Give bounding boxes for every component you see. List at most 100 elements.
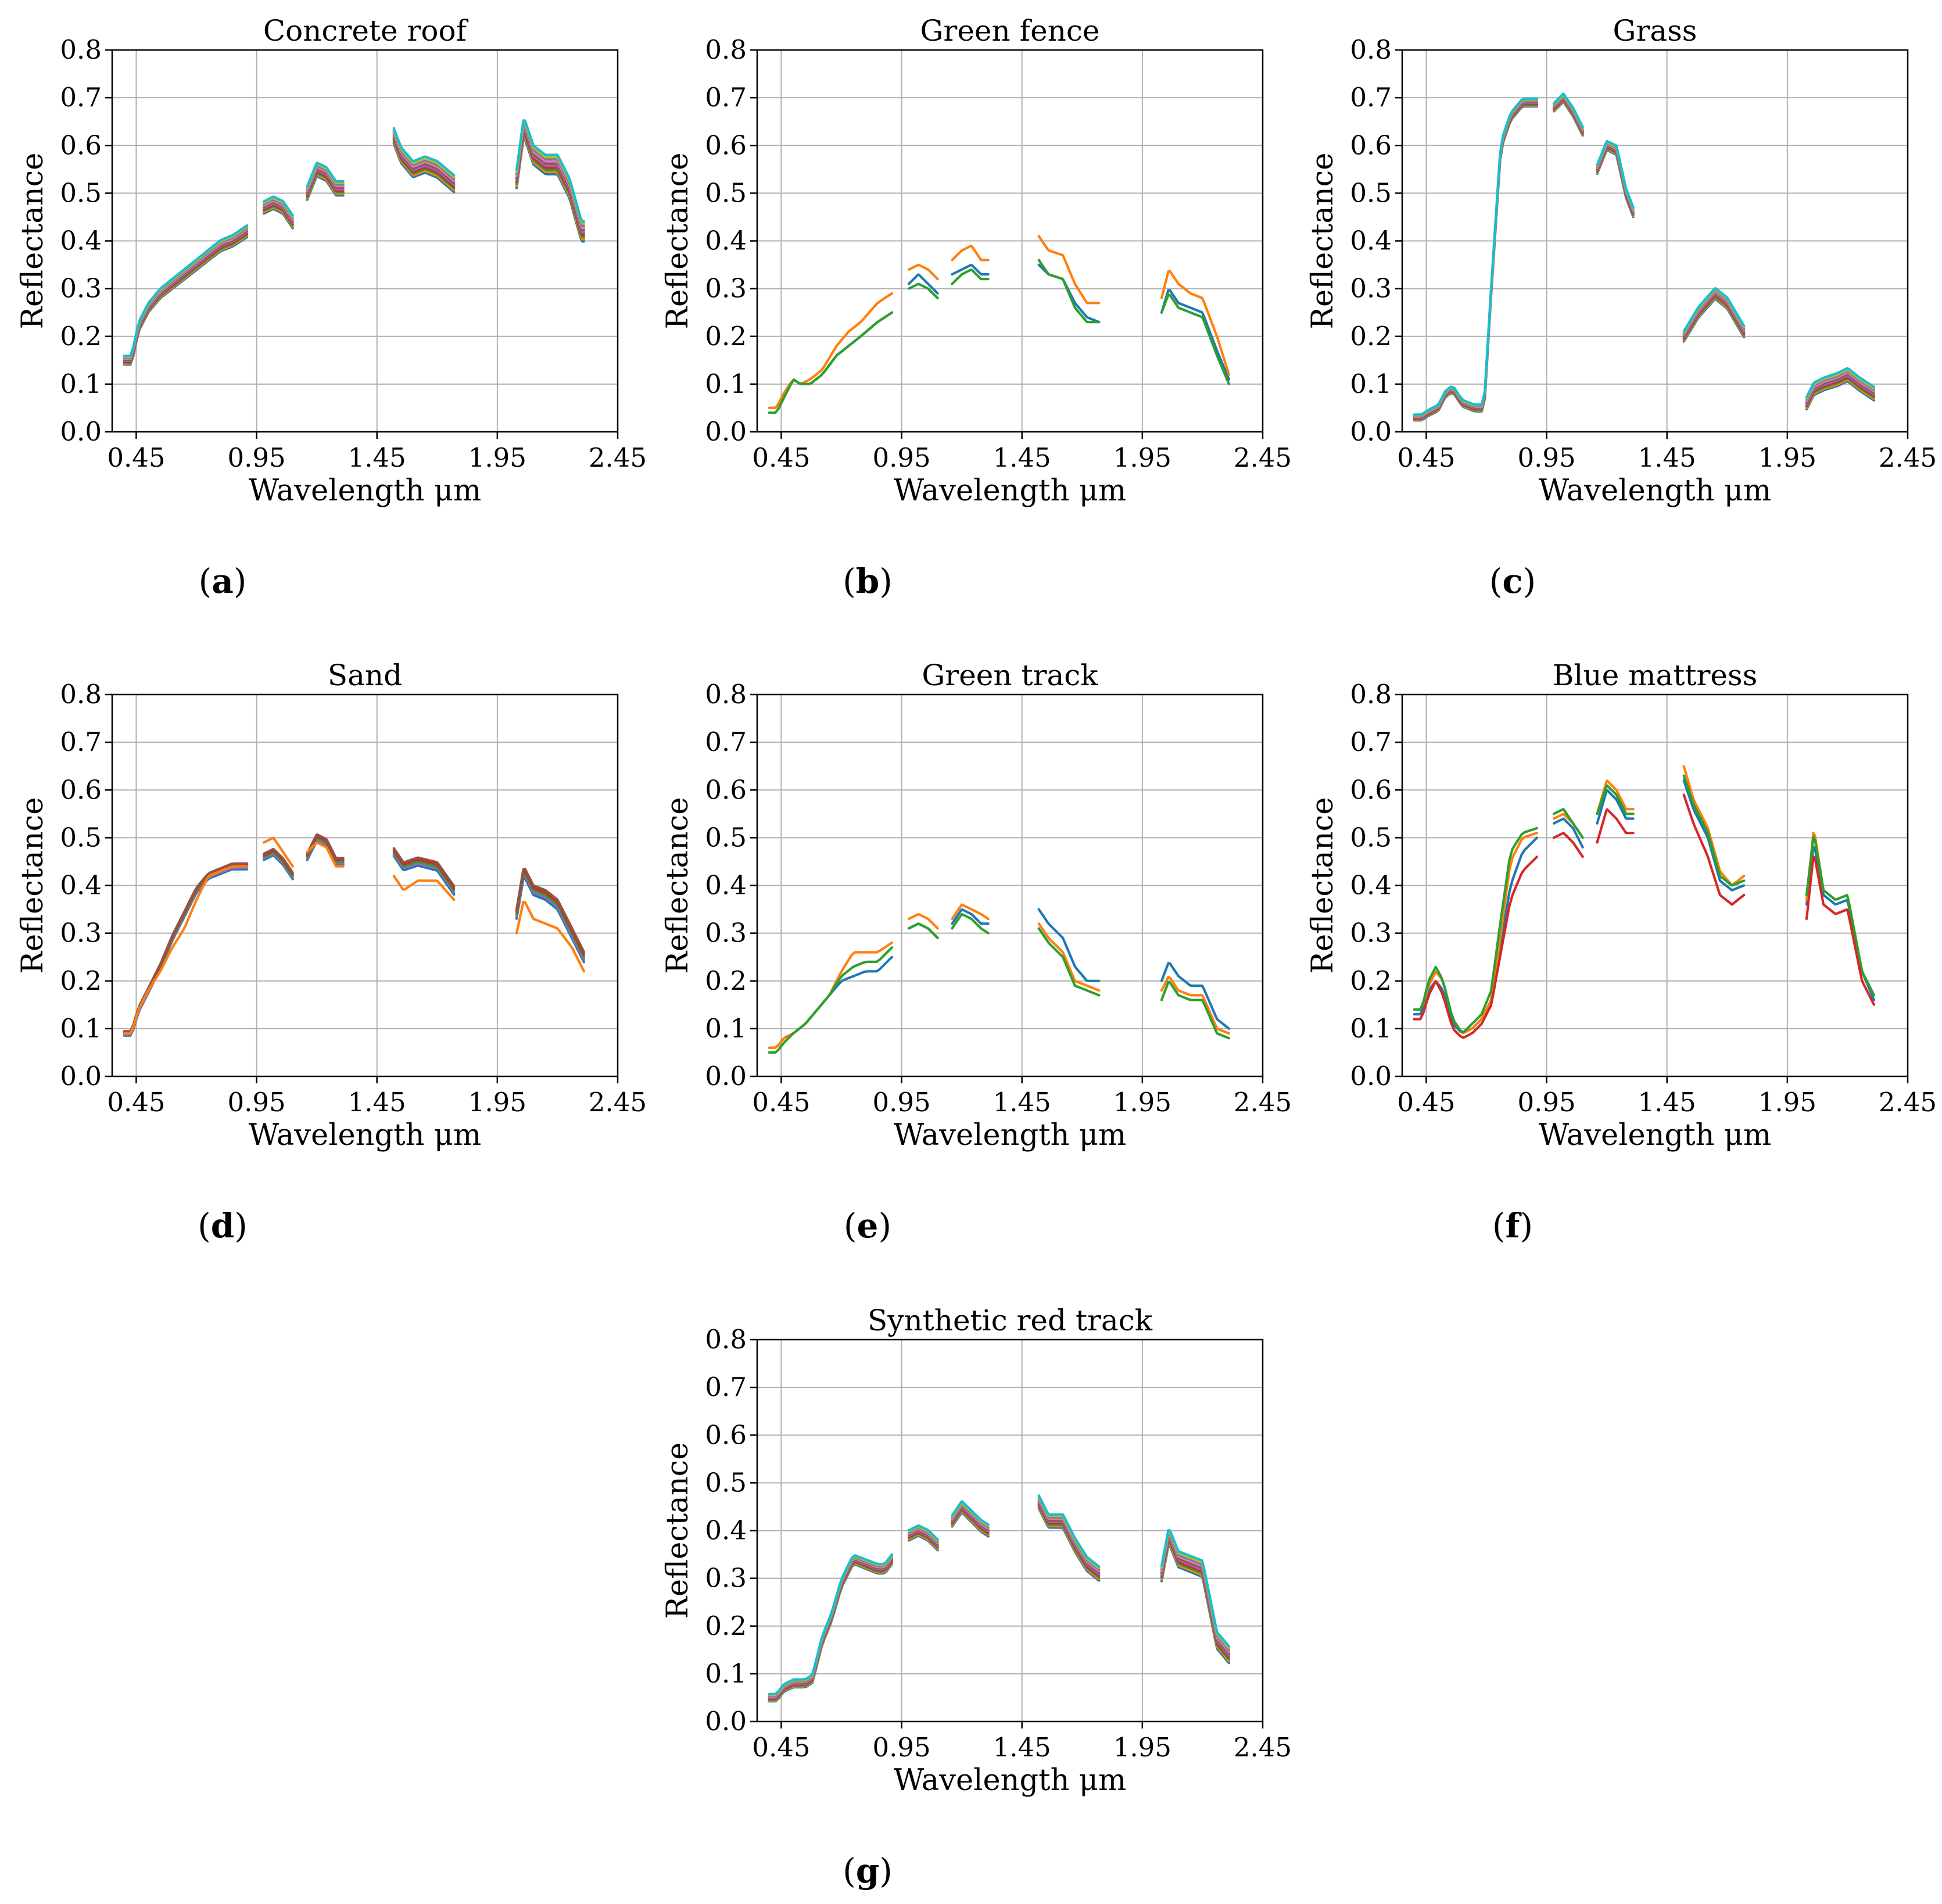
chart-title: Green fence <box>920 14 1099 48</box>
series-line-3 <box>1552 832 1584 858</box>
series-line-2 <box>1413 826 1539 1034</box>
y-tick-label: 0.2 <box>1350 321 1392 352</box>
x-tick-label: 0.45 <box>1397 1087 1455 1118</box>
series-line-2 <box>1413 103 1539 421</box>
series-line-0 <box>1552 817 1584 849</box>
panel-label: (b) <box>843 561 893 601</box>
x-tick-label: 0.95 <box>227 1087 285 1118</box>
series-line-5 <box>123 865 249 1035</box>
panel-label: (c) <box>1489 561 1536 601</box>
series-line-9 <box>1413 97 1539 416</box>
series-line-3 <box>1805 855 1876 1006</box>
x-axis-label: Wavelength μm <box>1539 1118 1771 1153</box>
y-tick-label: 0.8 <box>705 679 747 710</box>
x-tick-label: 1.45 <box>1638 1087 1696 1118</box>
series-line-2 <box>515 134 586 238</box>
y-tick-label: 0.2 <box>705 965 747 996</box>
panel-label-open: ( <box>1489 561 1503 601</box>
y-tick-label: 0.4 <box>1350 226 1392 256</box>
x-tick-label: 0.45 <box>1397 442 1455 473</box>
series-line-4 <box>768 1558 894 1699</box>
series-line-3 <box>768 1559 894 1701</box>
series-line-2 <box>1682 774 1746 887</box>
panel-label-close: ) <box>878 1206 891 1246</box>
series-line-2 <box>1037 259 1101 324</box>
series-line-3 <box>1413 856 1539 1039</box>
chart-title: Grass <box>1613 14 1697 48</box>
y-axis-label: Reflectance <box>661 1443 695 1619</box>
series-line-0 <box>768 955 894 1049</box>
series-line-5 <box>123 229 249 362</box>
series-line-8 <box>1413 98 1539 417</box>
y-tick-label: 0.0 <box>1350 416 1392 447</box>
series-line-4 <box>123 231 249 362</box>
series-line-9 <box>1596 139 1635 209</box>
y-tick-label: 0.7 <box>60 82 102 113</box>
panel-label: (a) <box>199 561 247 601</box>
x-tick-label: 0.45 <box>752 1087 810 1118</box>
panel-label-letter: c <box>1502 561 1522 601</box>
series-line-1 <box>1160 270 1231 376</box>
x-axis-label: Wavelength μm <box>894 1118 1126 1153</box>
x-tick-label: 1.95 <box>1758 442 1816 473</box>
y-tick-label: 0.2 <box>60 321 102 352</box>
panel-label-close: ) <box>1520 1206 1533 1246</box>
series-line-3 <box>1682 793 1746 906</box>
y-axis-label: Reflectance <box>1306 797 1340 974</box>
y-tick-label: 0.2 <box>705 1610 747 1641</box>
panel-label-open: ( <box>198 1206 211 1246</box>
series-line-4 <box>306 833 345 860</box>
series-line-2 <box>123 865 249 1035</box>
y-tick-label: 0.7 <box>1350 82 1392 113</box>
series-line-0 <box>123 236 249 366</box>
series-line-9 <box>306 161 345 188</box>
plot-frame <box>756 1338 1264 1723</box>
y-axis-label: Reflectance <box>661 153 695 330</box>
y-tick-label: 0.6 <box>705 1419 747 1450</box>
x-tick-label: 2.45 <box>589 442 647 473</box>
series-line-9 <box>907 1524 939 1541</box>
plot-frame <box>111 49 619 433</box>
x-tick-label: 0.45 <box>752 1732 810 1763</box>
panel-label-close: ) <box>234 1206 248 1246</box>
series-line-5 <box>306 841 345 868</box>
chart-panel-e: 0.0 0.1 0.2 0.3 0.4 0.5 0.6 0.7 0.8 0.45 0.95 1.45 1… <box>661 658 1292 1246</box>
x-tick-label: 2.45 <box>1879 442 1937 473</box>
series-line-0 <box>768 1563 894 1703</box>
series-line-3 <box>1805 375 1876 407</box>
y-tick-label: 0.2 <box>1350 965 1392 996</box>
series-line-0 <box>1682 779 1746 892</box>
x-tick-label: 1.95 <box>1113 442 1171 473</box>
series-line-1 <box>907 263 939 281</box>
x-tick-label: 0.45 <box>752 442 810 473</box>
panel-label-letter: b <box>856 561 880 601</box>
series-line-4 <box>1805 374 1876 405</box>
panel-label-open: ( <box>843 561 856 601</box>
y-tick-label: 0.4 <box>1350 870 1392 901</box>
series-line-2 <box>1037 927 1101 997</box>
y-axis-label: Reflectance <box>16 153 50 330</box>
series-line-4 <box>262 847 294 874</box>
series-line-5 <box>1413 101 1539 418</box>
plot-frame <box>111 693 619 1078</box>
series-line-1 <box>1413 104 1539 421</box>
series-line-1 <box>1037 922 1101 992</box>
series-line-3 <box>123 864 249 1034</box>
series-line-2 <box>951 912 990 935</box>
series-line-7 <box>1805 370 1876 401</box>
y-tick-label: 0.8 <box>60 34 102 65</box>
chart-panel-f: 0.0 0.1 0.2 0.3 0.4 0.5 0.6 0.7 0.8 0.45 0.95 1.45 1… <box>1306 658 1937 1246</box>
y-tick-label: 0.7 <box>705 726 747 757</box>
y-tick-label: 0.3 <box>1350 273 1392 304</box>
series-line-9 <box>1037 1494 1101 1568</box>
panel-label: (d) <box>198 1206 248 1246</box>
y-tick-label: 0.8 <box>1350 34 1392 65</box>
series-line-2 <box>768 1561 894 1701</box>
x-tick-label: 2.45 <box>1879 1087 1937 1118</box>
series-line-7 <box>1413 99 1539 417</box>
chart-panel-b: 0.0 0.1 0.2 0.3 0.4 0.5 0.6 0.7 0.8 0.45 0.95 1.45 1… <box>661 14 1292 601</box>
panel-label-close: ) <box>1523 561 1536 601</box>
panel-label-letter: g <box>856 1851 880 1891</box>
series-line-5 <box>262 836 294 868</box>
x-tick-label: 1.45 <box>993 1087 1051 1118</box>
